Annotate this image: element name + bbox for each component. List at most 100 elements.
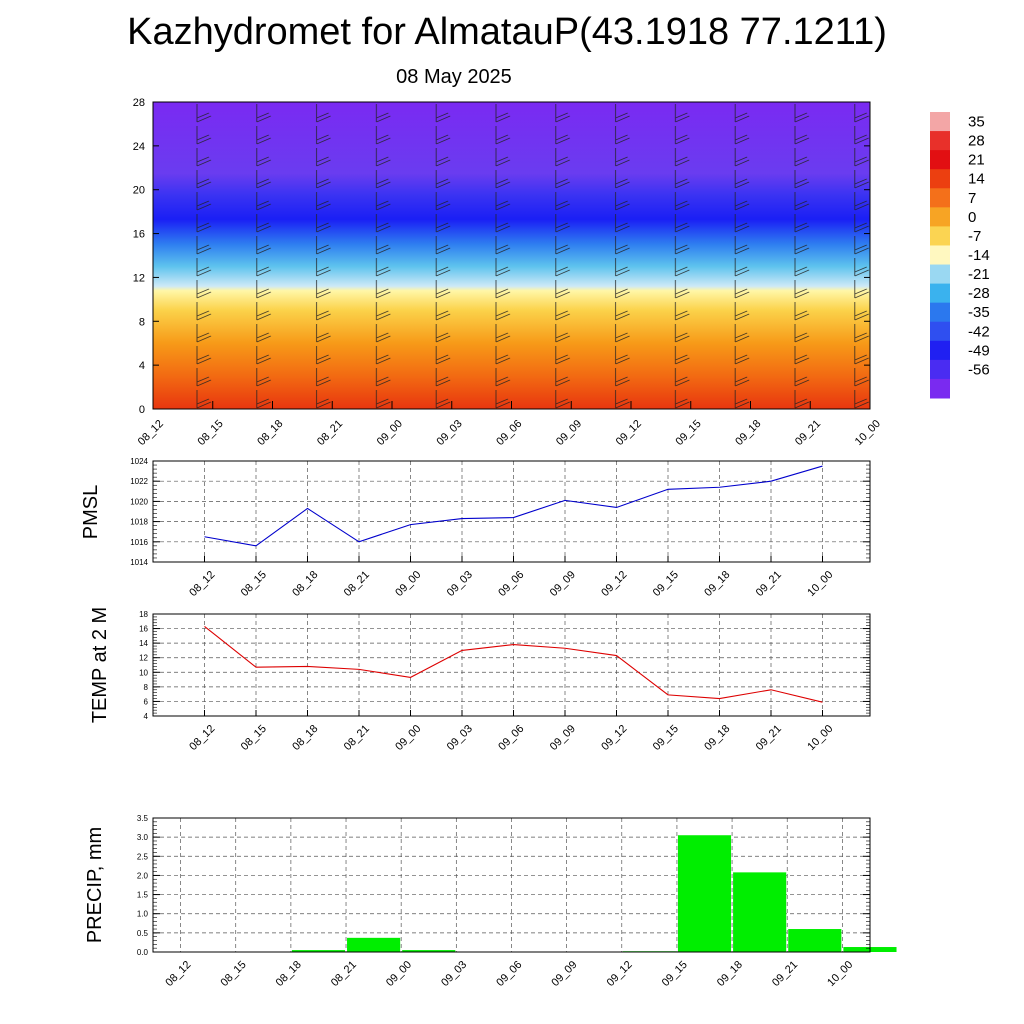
- colorbar-box: [930, 131, 950, 151]
- y-tick-label: 2.5: [137, 852, 149, 861]
- colorbar-label: 0: [968, 209, 976, 226]
- y-tick-label: 24: [133, 141, 145, 153]
- x-tick-label: 08_12: [187, 723, 217, 753]
- y-tick-label: 0.5: [137, 929, 149, 938]
- colorbar-box: [930, 169, 950, 189]
- x-tick-label: 08_18: [290, 723, 320, 753]
- colorbar-box: [930, 359, 950, 380]
- y-tick-label: 16: [133, 229, 145, 241]
- x-tick-label: 08_21: [342, 723, 372, 753]
- y-tick-label: 3.0: [137, 833, 149, 842]
- y-tick-label: 6: [144, 697, 149, 706]
- y-tick-label: 1024: [130, 457, 148, 466]
- colorbar-box: [930, 321, 950, 342]
- colorbar-label: -56: [968, 361, 990, 378]
- temp-panel: 4 6 8 10 12 14 16 18 08_12 08_15 08_18 08_21 09_00 0…: [89, 607, 871, 753]
- y-tick-label: 8: [139, 316, 145, 328]
- x-tick-label: 09_12: [599, 569, 629, 599]
- precip-panel: 0.0 0.5 1.0 1.5 2.0 2.5 3.0 3.5 08_12 08_15 08_18…: [84, 814, 897, 989]
- x-tick-label: 09_09: [549, 959, 579, 989]
- colorbar-box: [930, 207, 950, 227]
- x-tick-label: 08_12: [163, 959, 193, 989]
- x-tick-label: 09_03: [445, 723, 475, 753]
- x-tick-label: 09_09: [548, 723, 578, 753]
- y-tick-label: 10: [139, 668, 148, 677]
- colorbar-label: -49: [968, 342, 990, 359]
- colorbar-label: -42: [968, 323, 990, 340]
- colorbar-label: 35: [968, 114, 985, 131]
- pmsl-series-line: [204, 465, 823, 547]
- x-tick-label: 09_15: [660, 959, 690, 989]
- y-tick-label: 1016: [130, 538, 148, 547]
- x-tick-label: 08_18: [290, 569, 320, 599]
- x-tick-label: 09_18: [702, 569, 732, 599]
- x-tick-label: 09_03: [439, 959, 469, 989]
- precip-bar: [291, 950, 346, 952]
- x-tick-label: 09_21: [770, 959, 800, 989]
- x-tick-label: 09_00: [393, 723, 423, 753]
- colorbar-box: [930, 150, 950, 170]
- x-tick-label: 09_09: [548, 569, 578, 599]
- x-tick-label: 08_12: [136, 418, 166, 448]
- colorbar-box: [930, 302, 950, 323]
- y-tick-label: 4: [139, 360, 145, 372]
- x-tick-label: 08_12: [187, 569, 217, 599]
- colorbar-box: [930, 112, 950, 132]
- precip-frame: [152, 817, 871, 953]
- x-tick-label: 10_00: [805, 569, 835, 599]
- y-tick-label: 12: [139, 654, 148, 663]
- x-tick-label: 09_18: [702, 723, 732, 753]
- precip-bar: [733, 872, 787, 952]
- x-tick-label: 09_12: [614, 418, 644, 448]
- y-tick-label: 4: [144, 712, 149, 721]
- y-tick-label: 12: [133, 272, 145, 284]
- cross-section-panel: 0 4 8 12 16 20 24 28 08_12 08_15 08_18 08_21 09_00 0…: [133, 97, 883, 448]
- x-tick-label: 09_06: [496, 723, 526, 753]
- x-tick-label: 09_00: [393, 569, 423, 599]
- x-tick-label: 10_00: [805, 723, 835, 753]
- x-tick-label: 08_15: [196, 418, 226, 448]
- pmsl-panel: 1014 1016 1018 1020 1022 1024 08_12 08_15 08_18…: [80, 457, 871, 599]
- colorbar-box: [930, 264, 950, 285]
- x-tick-label: 08_15: [239, 723, 269, 753]
- colorbar-box: [930, 340, 950, 361]
- x-tick-label: 09_06: [494, 418, 524, 448]
- colorbar-box: [930, 245, 950, 266]
- x-tick-label: 08_21: [315, 418, 345, 448]
- x-tick-label: 09_21: [754, 569, 784, 599]
- wind-barbs: [153, 102, 870, 409]
- x-tick-label: 10_00: [853, 418, 883, 448]
- x-tick-label: 08_21: [329, 959, 359, 989]
- y-tick-label: 0.0: [137, 948, 149, 957]
- x-tick-label: 09_12: [605, 959, 635, 989]
- precip-bar: [677, 835, 732, 952]
- pmsl-ylabel: PMSL: [80, 485, 102, 539]
- x-tick-label: 09_00: [375, 418, 405, 448]
- x-tick-label: 08_15: [219, 959, 249, 989]
- x-tick-label: 09_15: [674, 418, 704, 448]
- colorbar: 35 28 21 14 7 0 -7 -14 -21 -28 -35 -42 -49 -56: [930, 112, 990, 399]
- precip-ylabel: PRECIP, mm: [84, 827, 106, 943]
- y-tick-label: 1022: [130, 477, 148, 486]
- colorbar-label: -35: [968, 304, 990, 321]
- y-tick-label: 1018: [130, 518, 148, 527]
- x-tick-label: 10_00: [825, 959, 855, 989]
- colorbar-box: [930, 188, 950, 208]
- precip-bar: [347, 937, 401, 952]
- y-tick-label: 1020: [130, 497, 148, 506]
- x-tick-label: 09_03: [435, 418, 465, 448]
- x-tick-label: 09_15: [651, 723, 681, 753]
- x-tick-label: 09_21: [754, 723, 784, 753]
- colorbar-label: 14: [968, 171, 985, 188]
- temp-frame: [152, 613, 871, 717]
- colorbar-box: [930, 378, 950, 399]
- y-tick-label: 28: [133, 97, 145, 109]
- chart-subtitle: 08 May 2025: [396, 66, 512, 88]
- y-tick-label: 1014: [130, 558, 148, 567]
- x-tick-label: 09_06: [496, 569, 526, 599]
- colorbar-box: [930, 283, 950, 304]
- colorbar-label: 7: [968, 190, 976, 207]
- x-tick-label: 09_18: [715, 959, 745, 989]
- colorbar-label: 21: [968, 152, 985, 169]
- x-tick-label: 09_15: [651, 569, 681, 599]
